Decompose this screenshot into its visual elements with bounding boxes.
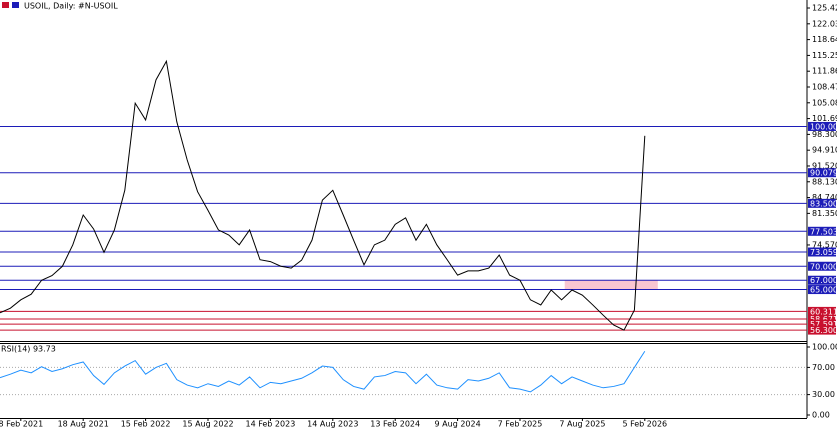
y-tick-label: 100.00 [812,343,837,352]
x-tick-label: 15 Feb 2022 [121,420,171,429]
level-tag [808,247,836,257]
y-tick-label: 81.350 [812,209,837,218]
x-tick-label: 15 Aug 2022 [182,420,233,429]
y-tick-label: 84.740 [812,193,837,202]
x-tick-label: 14 Aug 2023 [307,420,358,429]
y-tick-label: 118.640 [812,35,837,44]
y-tick-label: 70.00 [812,363,835,372]
level-label: 83.500 [810,199,837,208]
x-tick-label: 8 Feb 2021 [0,420,43,429]
rsi-title: RSI(14) 93.73 [1,345,56,354]
x-tick-label: 13 Feb 2024 [370,420,420,429]
level-label: 90.079 [810,169,837,178]
level-tag [808,121,836,131]
x-tick-label: 14 Feb 2023 [246,420,296,429]
chart-title: USOIL, Daily: #N-USOIL [24,2,118,11]
level-tag [808,325,836,335]
x-tick-label: 7 Feb 2025 [498,420,543,429]
level-label: 70.000 [810,262,837,271]
series-line [0,59,646,331]
y-tick-label: 122.030 [812,19,837,28]
y-tick-label: 0.00 [812,411,830,420]
level-label: 73.059 [810,248,837,257]
y-tick-label: 94.910 [812,146,837,155]
x-tick-label: 7 Aug 2025 [559,420,605,429]
x-tick-label: 9 Aug 2024 [435,420,481,429]
symbol-icon [12,2,19,8]
level-tag [808,285,836,295]
y-tick-label: 108.470 [812,82,837,91]
y-tick-label: 74.570 [812,240,837,249]
level-label: 67.000 [810,276,837,285]
level-tag [808,261,836,271]
x-tick-label: 5 Feb 2026 [622,420,667,429]
price-zone [564,280,658,290]
level-label: 58.671 [810,315,837,324]
level-tag [808,314,836,324]
level-label: 60.311 [810,307,837,316]
x-tick-label: 18 Aug 2021 [58,420,109,429]
y-tick-label: 105.080 [812,98,837,107]
y-tick-label: 111.860 [812,67,837,76]
level-tag [808,168,836,178]
y-tick-label: 91.520 [812,161,837,170]
level-tag [808,226,836,236]
level-tag [808,198,836,208]
level-label: 100.000 [810,122,837,131]
level-label: 57.591 [810,320,837,329]
y-tick-label: 101.690 [812,114,837,123]
y-tick-label: 88.130 [812,177,837,186]
level-label: 56.300 [810,326,837,335]
y-tick-label: 125.420 [812,4,837,13]
level-tag [808,275,836,285]
level-label: 65.000 [810,286,837,295]
level-tag [808,306,836,316]
level-tag [808,319,836,329]
symbol-icon [2,2,9,8]
y-tick-label: 98.300 [812,130,837,139]
y-tick-label: 30.00 [812,390,835,399]
y-tick-label: 115.250 [812,51,837,60]
series-line [0,350,646,393]
level-label: 77.503 [810,227,837,236]
